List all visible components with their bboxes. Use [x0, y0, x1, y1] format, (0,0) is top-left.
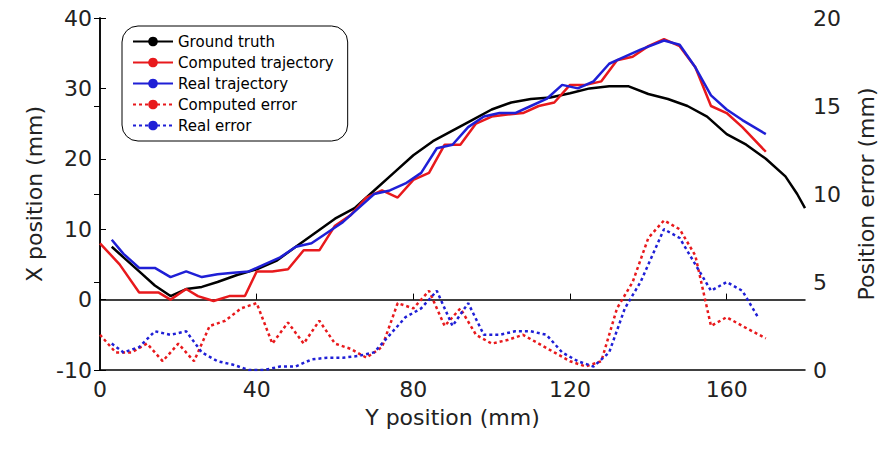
svg-text:Ground truth: Ground truth [178, 33, 275, 51]
svg-text:Y position (mm): Y position (mm) [364, 405, 540, 430]
svg-text:0: 0 [93, 377, 107, 402]
svg-text:40: 40 [64, 6, 92, 31]
svg-text:-10: -10 [56, 358, 92, 383]
svg-text:40: 40 [243, 377, 271, 402]
svg-text:Real error: Real error [178, 117, 252, 135]
svg-text:Computed error: Computed error [178, 96, 298, 114]
svg-text:5: 5 [813, 270, 827, 295]
svg-text:160: 160 [706, 377, 748, 402]
svg-text:Position error (mm): Position error (mm) [854, 88, 879, 301]
svg-text:20: 20 [813, 6, 841, 31]
svg-text:Computed trajectory: Computed trajectory [178, 54, 334, 72]
svg-text:0: 0 [78, 287, 92, 312]
svg-text:30: 30 [64, 76, 92, 101]
svg-text:15: 15 [813, 94, 841, 119]
svg-text:10: 10 [64, 217, 92, 242]
svg-text:X position (mm): X position (mm) [22, 106, 47, 282]
svg-text:80: 80 [399, 377, 427, 402]
svg-text:0: 0 [813, 358, 827, 383]
svg-text:120: 120 [549, 377, 591, 402]
svg-text:10: 10 [813, 182, 841, 207]
svg-text:20: 20 [64, 146, 92, 171]
svg-text:Real trajectory: Real trajectory [178, 75, 288, 93]
